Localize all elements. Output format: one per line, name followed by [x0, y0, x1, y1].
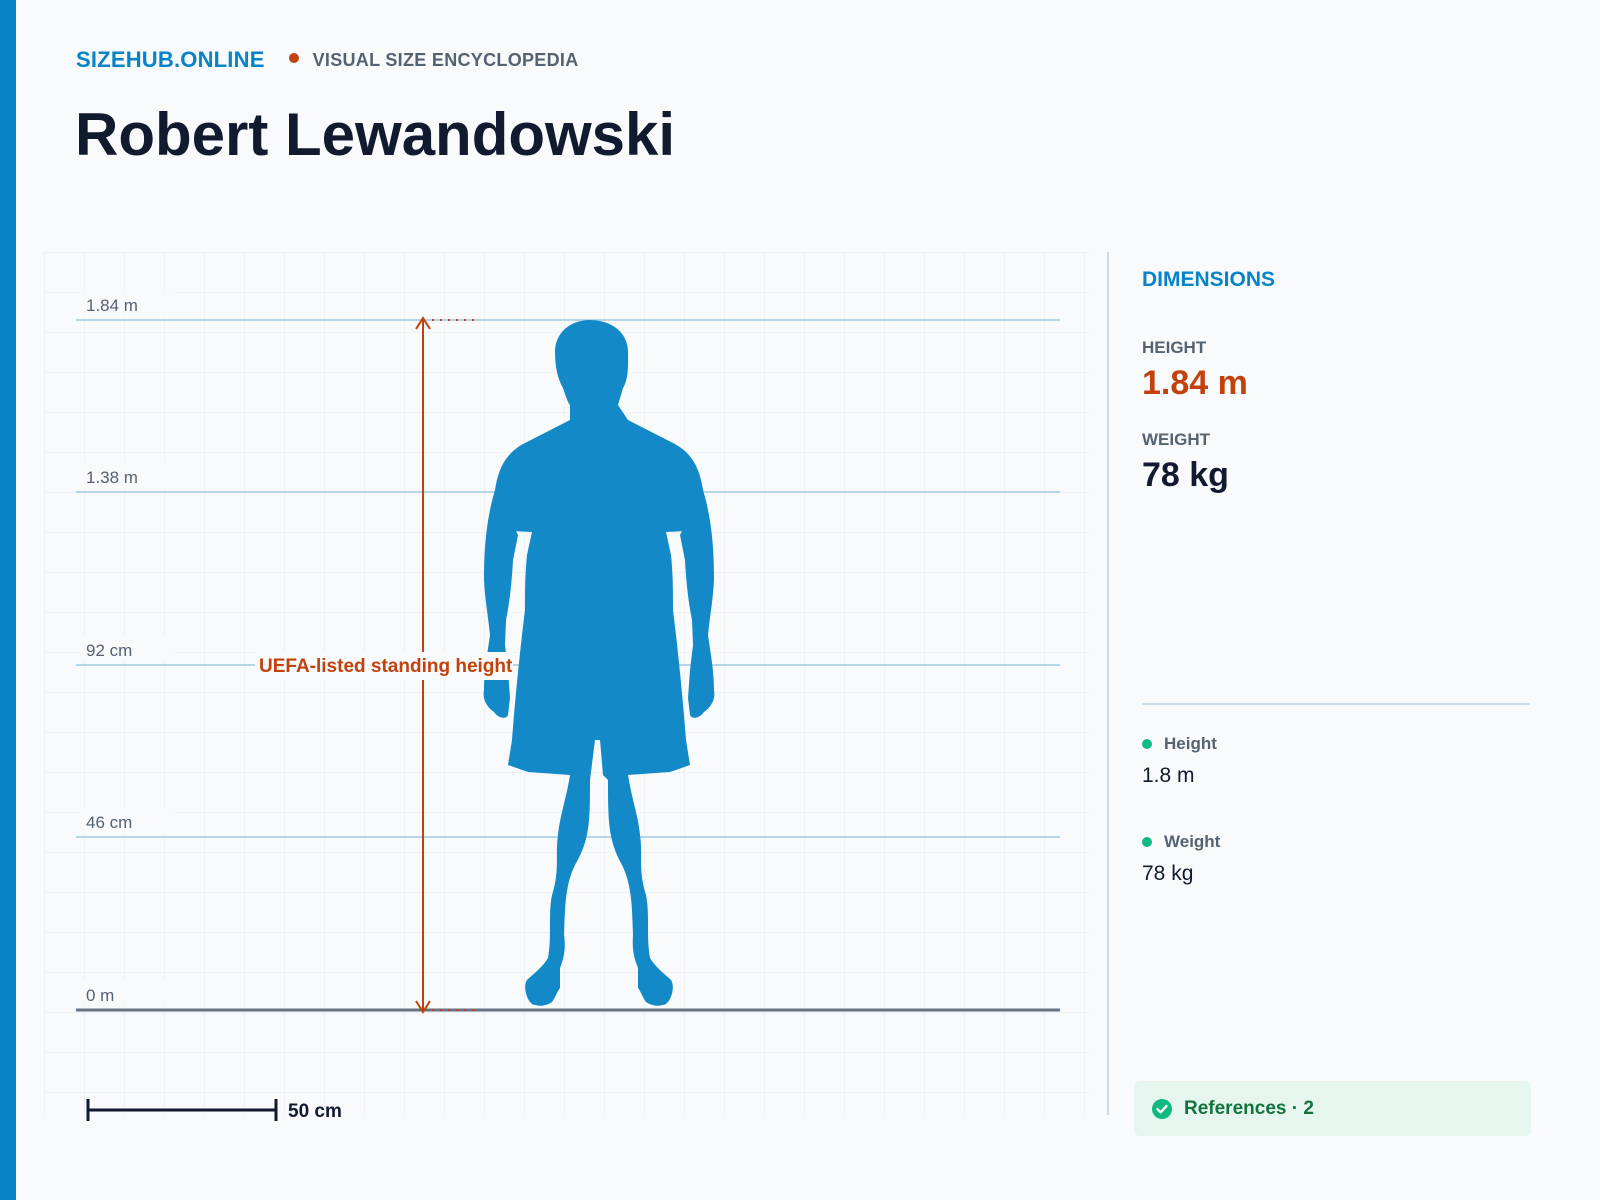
- fact-height-label: Height: [1142, 734, 1217, 754]
- accent-bar: [0, 0, 16, 1200]
- height-value: 1.84 m: [1142, 364, 1248, 402]
- fact-height-value: 1.8 m: [1142, 764, 1195, 787]
- fact-weight-label-text: Weight: [1164, 832, 1221, 851]
- tick-label-184: 1.84 m: [86, 296, 138, 315]
- size-diagram: 1.84 m 1.38 m 92 cm 46 cm 0 m UEFA-liste…: [44, 252, 1090, 1122]
- fact-weight-value: 78 kg: [1142, 862, 1194, 885]
- status-dot-icon: [1142, 837, 1152, 847]
- references-button[interactable]: References · 2: [1134, 1081, 1531, 1136]
- brand-link[interactable]: SIZEHUB.ONLINE: [76, 47, 265, 72]
- height-annotation: UEFA-listed standing height: [259, 656, 513, 677]
- page-title: Robert Lewandowski: [75, 101, 676, 168]
- scale-bar: [86, 1099, 278, 1121]
- panel-separator: [1142, 703, 1530, 705]
- tick-label-138: 1.38 m: [86, 468, 138, 487]
- tick-label-46: 46 cm: [86, 813, 132, 832]
- tick-label-92: 92 cm: [86, 641, 132, 660]
- brand-header: SIZEHUB.ONLINE VISUAL SIZE ENCYCLOPEDIA: [76, 47, 579, 73]
- brand-separator-dot: [288, 53, 299, 63]
- weight-value: 78 kg: [1142, 456, 1229, 494]
- scale-bar-label: 50 cm: [288, 1101, 342, 1122]
- fact-weight-label: Weight: [1142, 832, 1220, 852]
- height-label: HEIGHT: [1142, 338, 1207, 357]
- brand-tagline: VISUAL SIZE ENCYCLOPEDIA: [312, 49, 579, 70]
- dimensions-heading: DIMENSIONS: [1142, 268, 1276, 291]
- status-dot-icon: [1142, 739, 1152, 749]
- check-circle-icon: [1152, 1098, 1172, 1119]
- references-label: References · 2: [1184, 1097, 1314, 1119]
- tick-label-0: 0 m: [86, 986, 114, 1005]
- weight-label: WEIGHT: [1142, 430, 1210, 449]
- panel-divider: [1107, 252, 1109, 1115]
- fact-height-label-text: Height: [1164, 734, 1217, 753]
